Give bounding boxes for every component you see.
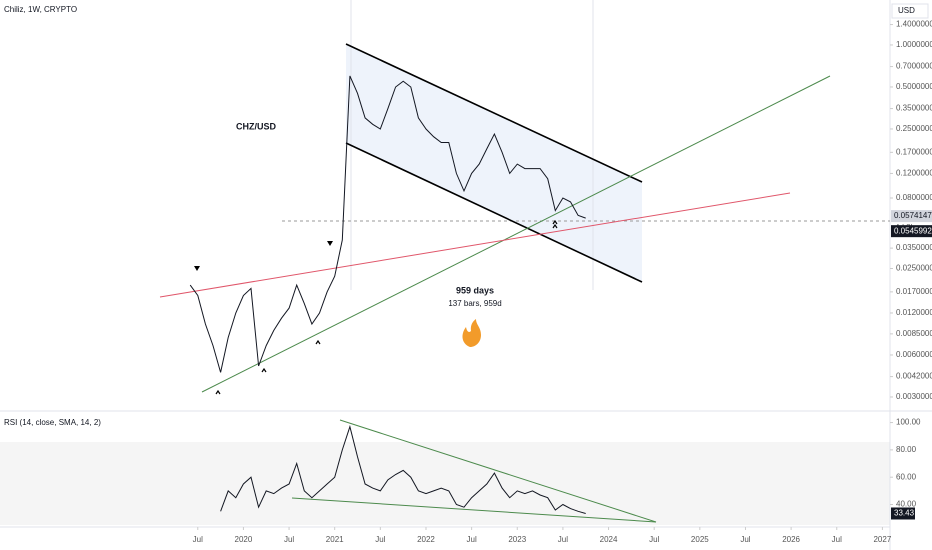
rsi-title: RSI (14, close, SMA, 14, 2) — [4, 418, 101, 427]
x-tick-label: 2023 — [508, 535, 526, 544]
y-tick-label: 80.00 — [896, 445, 917, 454]
rsi-trend-upper — [339, 419, 657, 523]
x-tick-label: Jul — [375, 535, 385, 544]
header-title: Chiliz, 1W, CRYPTO — [4, 5, 77, 14]
range-title: 959 days — [456, 285, 494, 295]
currency: USD — [898, 6, 915, 15]
channel-fill — [346, 44, 642, 282]
price-label: 0.05459929 — [894, 226, 932, 235]
rsi-trend-lower — [291, 497, 657, 523]
price-label-box — [891, 225, 932, 238]
x-tick-label: 2022 — [417, 535, 435, 544]
range-detail: 137 bars, 959d — [448, 299, 501, 308]
channel-lower — [345, 142, 643, 283]
x-tick-label: Jul — [284, 535, 294, 544]
x-tick-label: 2027 — [873, 535, 891, 544]
x-tick-label: Jul — [740, 535, 750, 544]
resistance-line — [159, 192, 791, 298]
y-tick-label: 40.00 — [896, 500, 917, 509]
trend-line — [201, 75, 831, 393]
series-line — [220, 424, 586, 514]
currency-box — [891, 3, 929, 19]
x-tick-label: Jul — [558, 535, 568, 544]
value-label: 33.43 — [894, 509, 915, 518]
x-tick-label: Jul — [193, 535, 203, 544]
x-tick-label: Jul — [649, 535, 659, 544]
price-label-box — [891, 210, 932, 223]
value-label-box — [891, 507, 915, 520]
rsi-band — [0, 442, 890, 525]
x-tick-label: Jul — [467, 535, 477, 544]
y-tick-label: 60.00 — [896, 472, 917, 481]
fire-icon — [462, 319, 481, 347]
x-tick-label: 2024 — [600, 535, 618, 544]
x-tick-label: 2025 — [691, 535, 709, 544]
y-tick-label: 1.40000000 — [896, 20, 932, 29]
up-markers — [215, 219, 558, 395]
pair-label: CHZ/USD — [236, 121, 276, 131]
y-tick-label: 100.00 — [896, 418, 921, 427]
x-tick-label: 2021 — [326, 535, 344, 544]
x-tick-label: 2020 — [235, 535, 253, 544]
series-line — [189, 75, 586, 373]
channel-upper — [345, 43, 643, 183]
x-tick-label: 2026 — [782, 535, 800, 544]
x-tick-label: Jul — [832, 535, 842, 544]
markers — [194, 241, 333, 271]
